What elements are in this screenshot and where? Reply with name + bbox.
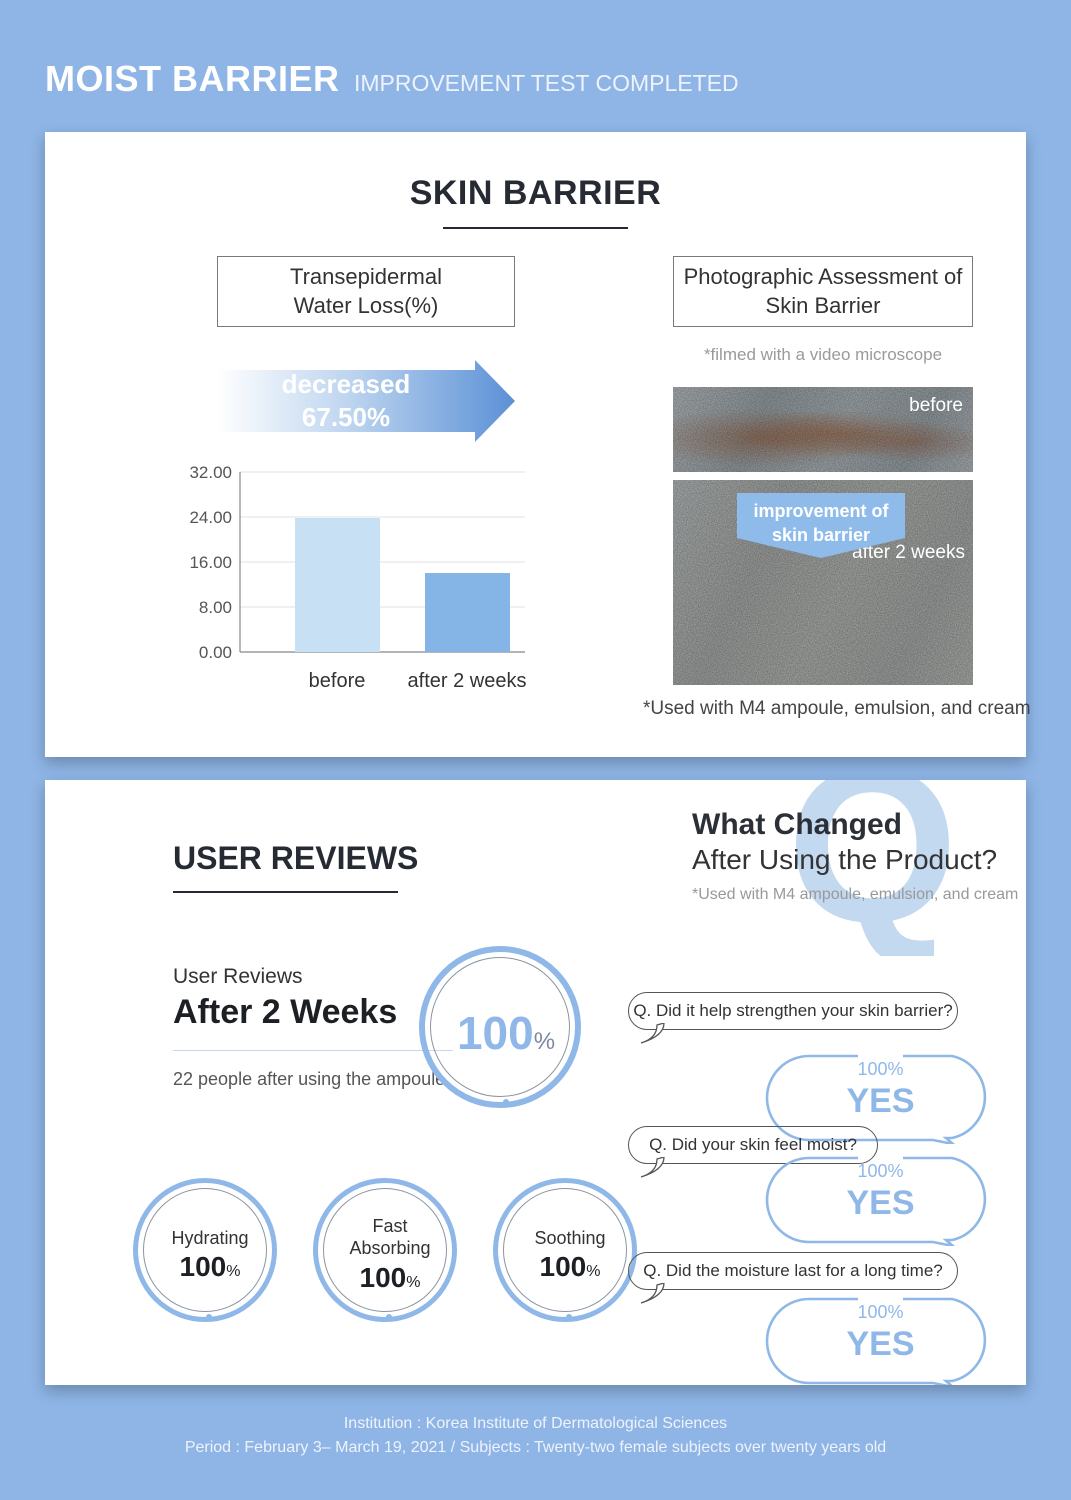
svg-text:before: before bbox=[309, 670, 366, 692]
svg-text:0.00: 0.00 bbox=[199, 643, 232, 662]
svg-text:8.00: 8.00 bbox=[199, 598, 232, 617]
svg-text:16.00: 16.00 bbox=[189, 553, 232, 572]
svg-text:after 2 weeks: after 2 weeks bbox=[408, 670, 527, 692]
svg-text:32.00: 32.00 bbox=[189, 463, 232, 482]
svg-text:24.00: 24.00 bbox=[189, 508, 232, 527]
